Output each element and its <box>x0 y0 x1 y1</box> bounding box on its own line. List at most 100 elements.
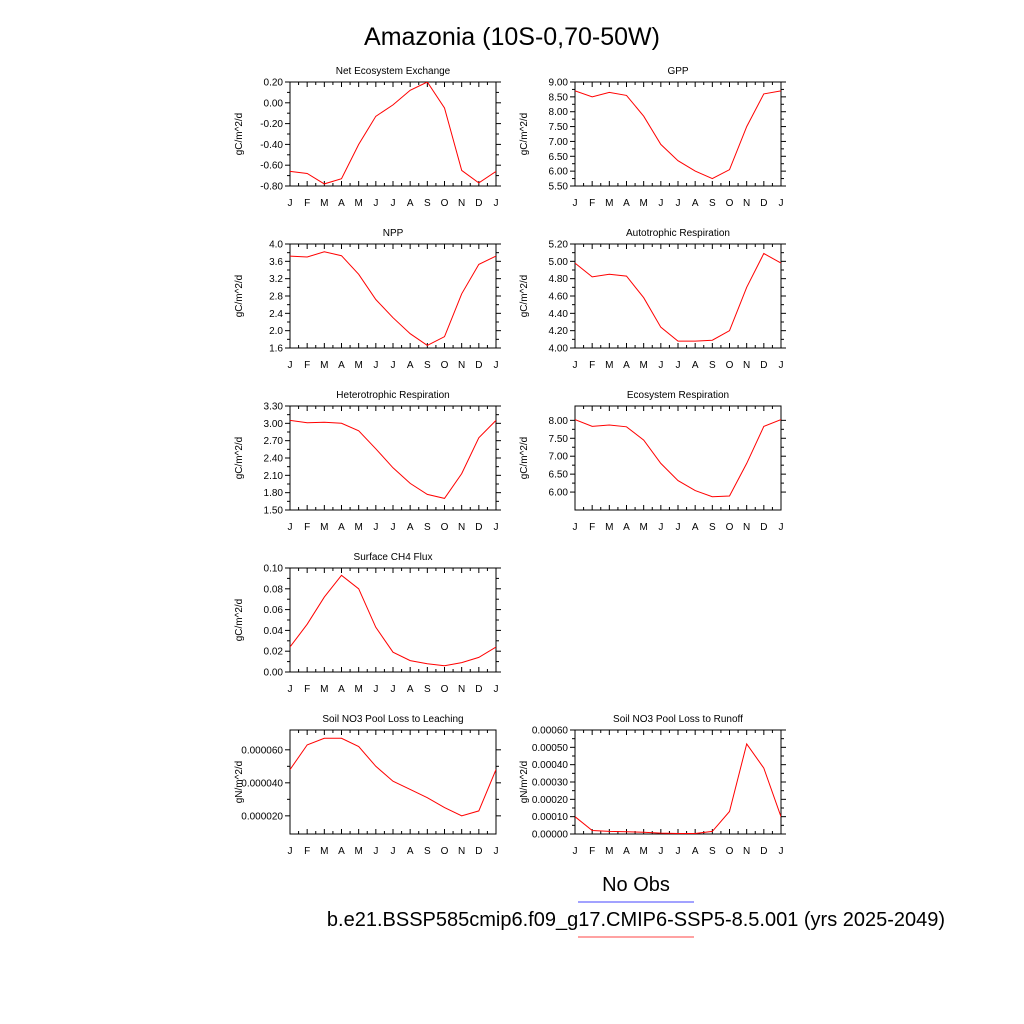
month-label: A <box>338 522 345 533</box>
month-label: J <box>779 522 784 533</box>
month-label: J <box>288 522 293 533</box>
month-label: J <box>494 684 499 695</box>
y-tick-label: 7.50 <box>549 434 569 445</box>
y-tick-label: 2.8 <box>269 292 283 303</box>
y-axis-label: gC/m^2/d <box>234 275 245 318</box>
month-label: N <box>743 360 750 371</box>
panel-title: Soil NO3 Pool Loss to Leaching <box>322 714 463 725</box>
y-tick-label: 8.50 <box>549 92 569 103</box>
month-label: D <box>475 360 482 371</box>
month-label: A <box>338 360 345 371</box>
plot-frame <box>289 567 497 673</box>
month-label: S <box>709 522 716 533</box>
y-axis-label: gC/m^2/d <box>519 437 530 480</box>
month-label: J <box>391 522 396 533</box>
month-label: F <box>304 684 310 695</box>
month-label: M <box>354 522 362 533</box>
month-label: J <box>373 684 378 695</box>
month-label: J <box>573 522 578 533</box>
month-label: A <box>407 522 414 533</box>
y-tick-label: 7.00 <box>549 452 569 463</box>
month-label: F <box>589 522 595 533</box>
month-label: O <box>441 198 449 209</box>
y-tick-label: 5.20 <box>549 240 569 251</box>
month-label: A <box>338 684 345 695</box>
month-label: J <box>391 684 396 695</box>
plot-frame <box>574 81 782 187</box>
y-tick-label: 7.50 <box>549 122 569 133</box>
month-label: A <box>623 846 630 857</box>
month-label: J <box>373 360 378 371</box>
plot-frame <box>289 81 497 187</box>
month-label: J <box>288 684 293 695</box>
y-tick-label: 0.00060 <box>532 726 569 737</box>
y-tick-label: 0.04 <box>264 626 284 637</box>
y-tick-label: 0.00030 <box>532 778 569 789</box>
month-label: J <box>676 846 681 857</box>
y-tick-label: 0.000040 <box>241 778 283 789</box>
panel-title: Net Ecosystem Exchange <box>336 66 451 77</box>
y-tick-label: -0.80 <box>260 182 283 193</box>
y-tick-label: 4.0 <box>269 240 283 251</box>
month-label: M <box>639 198 647 209</box>
month-label: A <box>692 846 699 857</box>
panel-title: Surface CH4 Flux <box>354 552 433 563</box>
y-tick-label: 8.00 <box>549 416 569 427</box>
y-tick-label: 4.20 <box>549 326 569 337</box>
month-label: M <box>605 522 613 533</box>
month-label: J <box>288 846 293 857</box>
month-label: M <box>320 684 328 695</box>
month-label: J <box>573 846 578 857</box>
month-label: M <box>354 198 362 209</box>
month-label: J <box>573 360 578 371</box>
y-tick-label: -0.60 <box>260 161 283 172</box>
month-label: S <box>424 846 431 857</box>
month-label: M <box>639 522 647 533</box>
month-label: A <box>692 522 699 533</box>
y-tick-label: 2.40 <box>264 454 284 465</box>
y-axis-label: gN/m^2/d <box>519 761 530 804</box>
y-tick-label: 4.60 <box>549 292 569 303</box>
y-tick-label: 0.00050 <box>532 743 569 754</box>
month-label: A <box>338 846 345 857</box>
y-tick-label: 3.2 <box>269 274 283 285</box>
month-label: J <box>676 360 681 371</box>
month-label: S <box>424 684 431 695</box>
month-label: J <box>779 846 784 857</box>
month-label: M <box>320 522 328 533</box>
panel-title: GPP <box>667 66 688 77</box>
y-tick-label: 2.0 <box>269 326 283 337</box>
month-label: M <box>320 846 328 857</box>
month-label: N <box>743 846 750 857</box>
y-tick-label: 3.30 <box>264 402 284 413</box>
month-label: J <box>573 198 578 209</box>
y-tick-label: 9.00 <box>549 78 569 89</box>
month-label: J <box>658 846 663 857</box>
y-tick-label: 0.10 <box>264 564 284 575</box>
series-line <box>575 252 781 342</box>
month-label: M <box>354 360 362 371</box>
month-label: N <box>458 522 465 533</box>
month-label: M <box>354 846 362 857</box>
y-tick-label: 6.50 <box>549 152 569 163</box>
y-tick-label: 6.50 <box>549 470 569 481</box>
y-tick-label: 3.6 <box>269 257 283 268</box>
month-label: D <box>760 846 767 857</box>
y-axis-label: gC/m^2/d <box>234 599 245 642</box>
y-tick-label: 7.00 <box>549 137 569 148</box>
month-label: A <box>407 360 414 371</box>
y-tick-label: -0.40 <box>260 140 283 151</box>
month-label: F <box>304 522 310 533</box>
month-label: J <box>494 198 499 209</box>
y-tick-label: 0.00010 <box>532 812 569 823</box>
plot-frame <box>574 243 782 349</box>
y-tick-label: 0.06 <box>264 605 284 616</box>
